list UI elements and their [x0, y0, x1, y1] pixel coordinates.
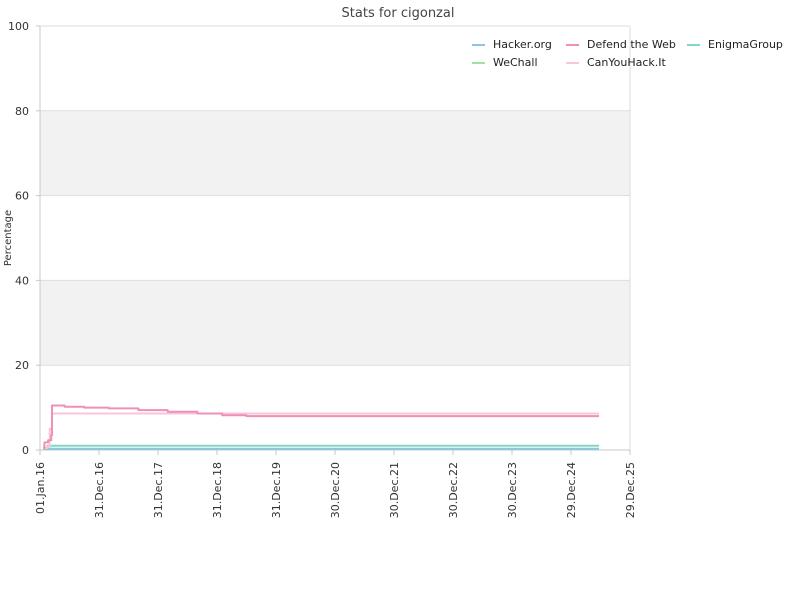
series-line-defend-the-web — [43, 404, 599, 449]
legend-item-wechall[interactable]: WeChall — [472, 56, 538, 69]
grid-band — [40, 280, 630, 366]
legend-label: EnigmaGroup — [708, 38, 783, 51]
grid-band — [40, 110, 630, 196]
y-tick-label: 40 — [15, 274, 29, 287]
x-tick-label: 29.Dec.25 — [624, 462, 637, 518]
x-tick-label: 30.Dec.22 — [447, 462, 460, 518]
x-tick-label: 31.Dec.17 — [152, 462, 165, 518]
y-tick-label: 0 — [22, 444, 29, 457]
x-tick-label: 30.Dec.20 — [329, 462, 342, 518]
series-line-canyouhack-it — [43, 412, 599, 449]
x-tick-label: 01.Jan.16 — [34, 462, 47, 514]
y-tick-labels: 0 20 40 60 80 100 — [8, 20, 40, 457]
legend-item-defend-the-web[interactable]: Defend the Web — [566, 38, 676, 51]
legend-label: Hacker.org — [493, 38, 552, 51]
legend-label: CanYouHack.It — [587, 56, 667, 69]
y-tick-label: 60 — [15, 190, 29, 203]
legend[interactable]: Hacker.org Defend the Web EnigmaGroup WeCha… — [472, 38, 783, 69]
x-tick-labels: 01.Jan.16 31.Dec.16 31.Dec.17 31.Dec.18 31.D… — [34, 450, 637, 518]
legend-item-hacker-org[interactable]: Hacker.org — [472, 38, 552, 51]
legend-item-canyouhack-it[interactable]: CanYouHack.It — [566, 56, 667, 69]
x-tick-label: 29.Dec.24 — [565, 462, 578, 518]
series-line-enigmagroup — [43, 444, 599, 449]
legend-label: Defend the Web — [587, 38, 676, 51]
x-tick-label: 31.Dec.18 — [211, 462, 224, 518]
y-tick-label: 100 — [8, 20, 29, 33]
axes — [39, 26, 631, 451]
chart-title: Stats for cigonzal — [342, 6, 455, 21]
y-axis-label: Percentage — [3, 210, 14, 266]
y-tick-label: 20 — [15, 359, 29, 372]
series-lines — [43, 404, 599, 451]
x-tick-label: 31.Dec.16 — [93, 462, 106, 518]
legend-label: WeChall — [493, 56, 538, 69]
legend-item-enigmagroup[interactable]: EnigmaGroup — [687, 38, 783, 51]
x-tick-label: 31.Dec.19 — [270, 462, 283, 518]
grid-lines — [40, 25, 630, 451]
plot-bands — [40, 110, 630, 366]
x-tick-label: 30.Dec.23 — [506, 462, 519, 518]
x-tick-label: 30.Dec.21 — [388, 462, 401, 518]
y-tick-label: 80 — [15, 105, 29, 118]
